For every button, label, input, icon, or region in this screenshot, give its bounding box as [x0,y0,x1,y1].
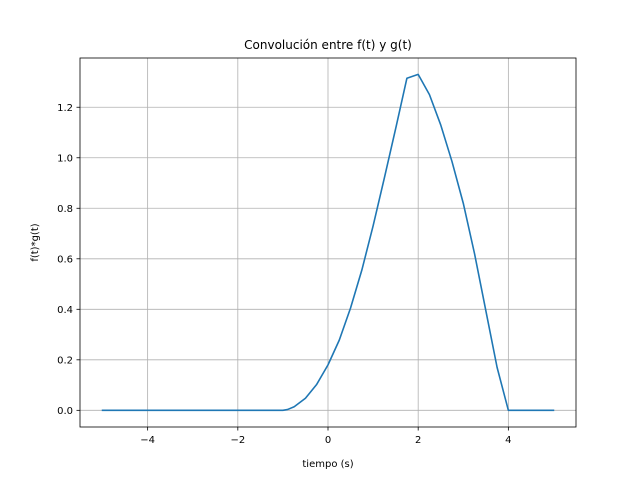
y-tick-label: 0.0 [57,406,73,417]
chart-title: Convolución entre f(t) y g(t) [244,38,412,52]
x-tick-label: 0 [325,435,331,446]
x-axis-ticks: −4 −2 0 2 4 [140,427,512,446]
y-tick-label: 1.0 [57,153,73,164]
y-tick-label: 0.6 [57,254,73,265]
y-tick-label: 1.2 [57,103,73,114]
series-group [101,73,555,412]
x-tick-label: 2 [415,435,421,446]
series-line [101,73,555,412]
x-tick-label: −2 [230,435,245,446]
x-tick-label: −4 [140,435,155,446]
y-axis-ticks: 0.0 0.2 0.4 0.6 0.8 1.0 1.2 [57,103,80,417]
y-tick-label: 0.4 [57,305,73,316]
x-tick-label: 4 [505,435,511,446]
y-tick-label: 0.8 [57,204,73,215]
x-axis-label: tiempo (s) [302,459,353,470]
y-tick-label: 0.2 [57,355,73,366]
y-axis-label: f(t)*g(t) [30,223,41,261]
